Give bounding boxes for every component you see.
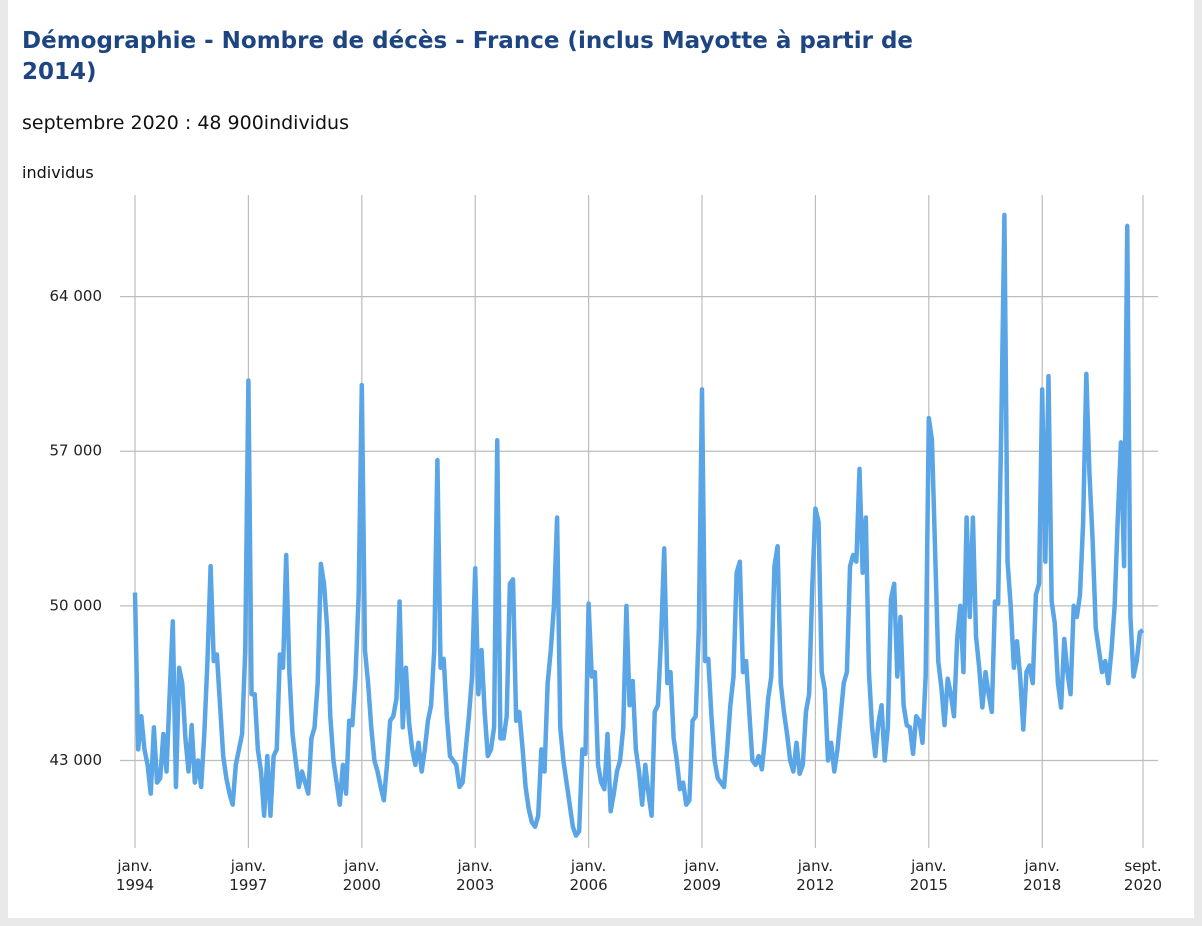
chart-frame: Démographie - Nombre de décès - France (… [8, 0, 1194, 918]
y-axis-label: individus [22, 163, 94, 182]
x-tick-label: janv. 2000 [342, 857, 381, 894]
x-tick-label: janv. 2009 [682, 857, 722, 894]
y-tick-label: 50 000 [50, 596, 103, 614]
y-tick-label: 43 000 [50, 751, 103, 769]
x-tick-label: janv. 1994 [115, 857, 155, 894]
x-tick-label: janv. 2003 [456, 857, 495, 894]
chart-title: Démographie - Nombre de décès - France (… [22, 28, 914, 85]
y-tick-label: 64 000 [50, 287, 103, 305]
x-tick-label: janv. 2012 [796, 857, 835, 894]
chart-subtitle: septembre 2020 : 48 900individus [22, 112, 349, 134]
x-tick-label: janv. 1997 [229, 857, 268, 894]
x-tick-label: janv. 2015 [909, 857, 948, 894]
x-tick-label: janv. 2006 [569, 857, 608, 894]
data-line [132, 212, 1145, 838]
x-tick-label: sept. 2020 [1123, 857, 1163, 894]
x-tick-label: janv. 2018 [1023, 857, 1062, 894]
y-tick-label: 57 000 [50, 442, 103, 460]
